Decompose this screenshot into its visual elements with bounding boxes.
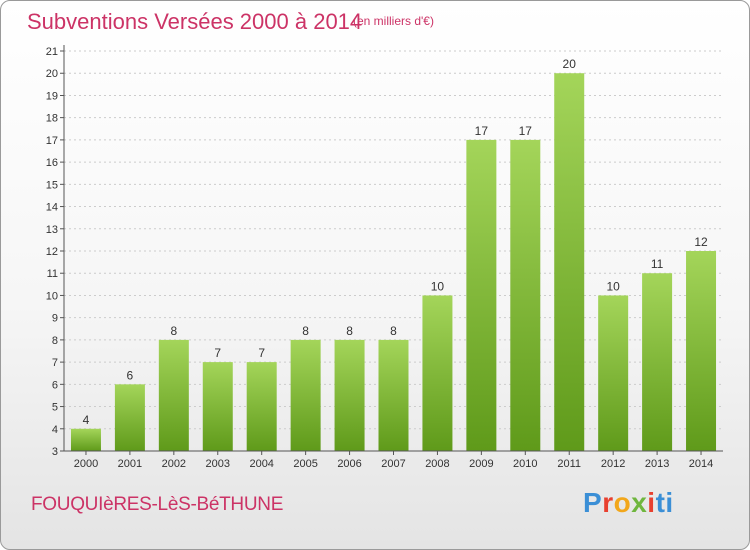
data-label: 7	[258, 346, 265, 360]
bar	[510, 139, 541, 451]
y-tick-label: 17	[46, 135, 58, 147]
data-label: 10	[431, 279, 445, 293]
bar	[290, 339, 321, 451]
data-label: 8	[302, 324, 309, 338]
y-tick-label: 4	[52, 424, 58, 436]
y-tick-label: 7	[52, 357, 58, 369]
y-tick-label: 6	[52, 379, 58, 391]
data-label: 20	[563, 57, 577, 71]
x-tick-label: 2013	[645, 458, 669, 470]
data-label: 8	[346, 324, 353, 338]
y-tick-label: 19	[46, 90, 58, 102]
data-label: 11	[651, 257, 664, 271]
data-label: 17	[519, 124, 533, 138]
y-tick-label: 8	[52, 335, 58, 347]
y-tick-label: 10	[46, 290, 58, 302]
y-tick-label: 21	[46, 46, 58, 58]
x-tick-label: 2010	[513, 458, 537, 470]
data-label: 17	[475, 124, 489, 138]
data-label: 10	[606, 279, 620, 293]
bar	[466, 139, 497, 451]
y-tick-label: 3	[52, 446, 58, 458]
y-tick-label: 12	[46, 246, 58, 258]
data-label: 7	[214, 346, 221, 360]
y-tick-label: 16	[46, 157, 58, 169]
bar	[114, 384, 145, 451]
x-tick-label: 2003	[206, 458, 230, 470]
data-label: 8	[170, 324, 177, 338]
x-tick-label: 2004	[249, 458, 273, 470]
x-tick-label: 2008	[425, 458, 449, 470]
bar	[202, 362, 233, 451]
x-tick-label: 2000	[74, 458, 98, 470]
y-tick-label: 14	[46, 202, 58, 214]
proxiti-logo: Proxiti	[583, 487, 674, 518]
x-tick-label: 2002	[162, 458, 186, 470]
bar	[246, 362, 277, 451]
y-tick-label: 18	[46, 113, 58, 125]
bar	[642, 273, 673, 451]
data-label: 6	[127, 368, 134, 382]
x-tick-label: 2014	[689, 458, 713, 470]
x-tick-label: 2011	[557, 458, 581, 470]
bar	[158, 339, 189, 451]
chart-subtitle: (en milliers d'€)	[353, 14, 434, 28]
x-tick-label: 2001	[118, 458, 142, 470]
bar	[686, 251, 717, 451]
data-label: 4	[83, 413, 90, 427]
y-tick-label: 20	[46, 68, 58, 80]
x-tick-label: 2012	[601, 458, 625, 470]
data-label: 12	[694, 235, 708, 249]
x-tick-label: 2007	[381, 458, 405, 470]
bar	[70, 428, 101, 451]
bar	[422, 295, 453, 451]
y-tick-label: 13	[46, 224, 58, 236]
bar	[598, 295, 629, 451]
bar	[378, 339, 409, 451]
x-tick-label: 2009	[469, 458, 493, 470]
x-tick-label: 2005	[293, 458, 317, 470]
y-tick-label: 5	[52, 402, 58, 414]
chart-title: Subventions Versées 2000 à 2014	[27, 9, 363, 34]
x-tick-label: 2006	[337, 458, 361, 470]
y-tick-label: 9	[52, 313, 58, 325]
data-label: 8	[390, 324, 397, 338]
y-tick-label: 15	[46, 179, 58, 191]
y-tick-label: 11	[47, 268, 58, 280]
commune-name: FOUQUIèRES-LèS-BéTHUNE	[31, 494, 284, 515]
bar	[554, 73, 585, 451]
bar	[334, 339, 365, 451]
